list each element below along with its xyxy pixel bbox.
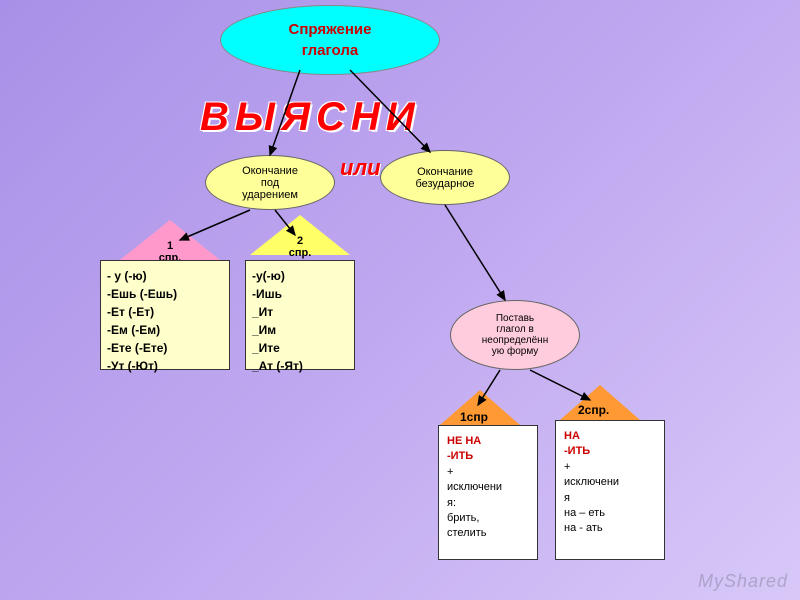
or-label: или <box>340 155 381 181</box>
